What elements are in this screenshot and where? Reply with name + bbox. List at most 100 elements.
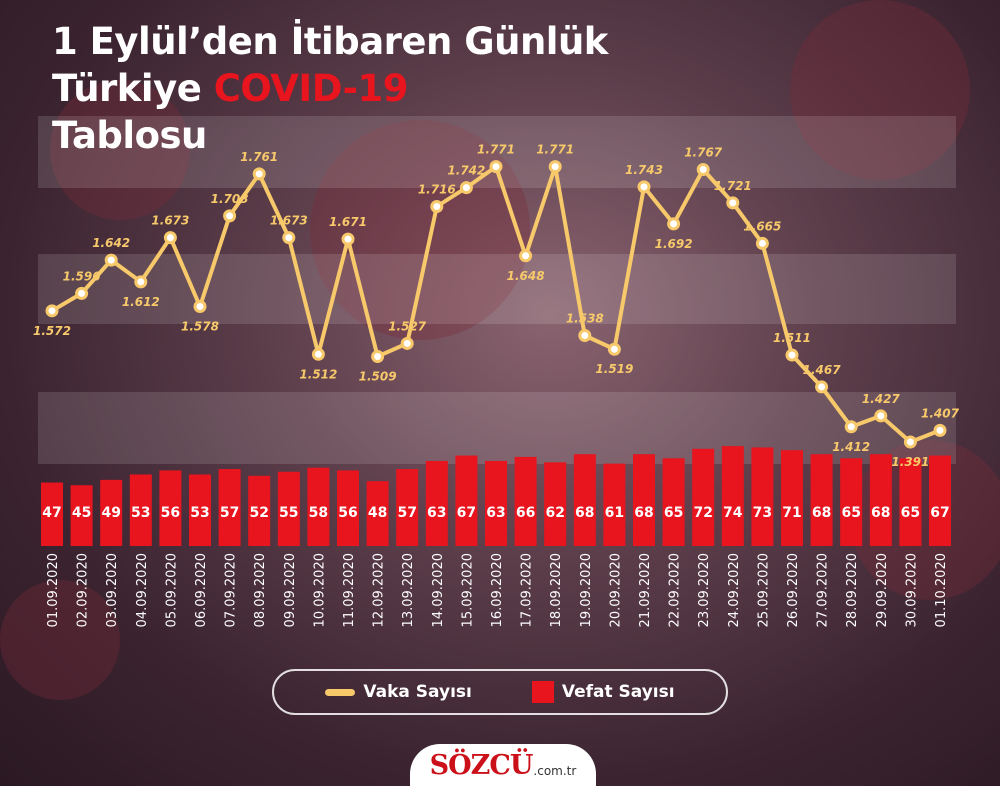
case-point-label: 1.721 xyxy=(714,179,752,193)
death-bar xyxy=(485,460,507,546)
title-line-3: Tablosu xyxy=(52,114,207,157)
virus-decor xyxy=(0,580,120,700)
case-point-label: 1.538 xyxy=(566,311,604,325)
death-bar-label: 68 xyxy=(812,505,831,521)
legend-bar-swatch xyxy=(531,681,554,703)
case-point xyxy=(607,342,621,356)
death-bar xyxy=(810,454,833,546)
x-tick-label: 28.09.2020 xyxy=(845,553,860,627)
case-point xyxy=(933,423,947,437)
death-bar-label: 52 xyxy=(249,505,268,521)
death-bar-label: 62 xyxy=(545,505,564,521)
death-bar xyxy=(366,481,389,546)
brand-domain: .com.tr xyxy=(533,764,577,778)
death-bar-label: 48 xyxy=(368,505,387,521)
death-bar xyxy=(307,467,330,546)
death-bar-label: 57 xyxy=(397,505,416,521)
case-point xyxy=(311,347,325,361)
x-tick-label: 30.09.2020 xyxy=(904,553,919,627)
x-tick-label: 01.10.2020 xyxy=(934,553,949,627)
death-bar-label: 56 xyxy=(338,505,357,521)
legend-line-swatch xyxy=(325,688,356,696)
brand-logo: SÖZCÜ .com.tr xyxy=(410,744,596,786)
case-point xyxy=(637,180,651,194)
death-bar-label: 58 xyxy=(309,505,328,521)
case-point xyxy=(223,209,237,223)
case-point-label: 1.692 xyxy=(655,237,693,251)
case-point xyxy=(104,253,118,267)
case-point-label: 1.578 xyxy=(181,319,219,333)
x-tick-label: 22.09.2020 xyxy=(668,553,683,627)
x-tick-label: 13.09.2020 xyxy=(401,553,416,627)
death-bar xyxy=(129,474,152,546)
death-bar-label: 73 xyxy=(753,505,772,521)
death-bar-label: 71 xyxy=(782,505,801,521)
case-point-label: 1.671 xyxy=(329,215,367,229)
death-bar xyxy=(781,450,803,546)
x-tick-label: 14.09.2020 xyxy=(431,553,446,627)
case-point xyxy=(696,163,710,177)
death-bar xyxy=(544,462,567,546)
case-point xyxy=(282,231,296,245)
death-bar xyxy=(396,469,419,546)
case-point-label: 1.673 xyxy=(151,214,189,228)
case-point xyxy=(844,420,858,434)
death-bar-label: 45 xyxy=(72,505,91,521)
case-point-label: 1.427 xyxy=(862,392,901,406)
death-bar xyxy=(277,471,300,546)
x-tick-label: 18.09.2020 xyxy=(549,553,564,627)
death-bar-label: 67 xyxy=(457,505,476,521)
death-bar xyxy=(662,458,685,546)
death-bar xyxy=(899,458,922,546)
death-bar xyxy=(929,455,951,546)
chart-area: 47 45 49 53 56 53 57 52 55 58 56 48 57 63 67 63 66 62 68 61… xyxy=(33,142,960,627)
x-tick-label: 21.09.2020 xyxy=(638,553,653,627)
death-bar-label: 57 xyxy=(220,505,239,521)
case-point-label: 1.572 xyxy=(33,324,71,338)
death-bar xyxy=(41,482,63,546)
death-bar-label: 72 xyxy=(693,505,712,521)
death-bar xyxy=(573,454,596,546)
case-point xyxy=(667,217,681,231)
x-tick-label: 10.09.2020 xyxy=(312,553,327,627)
case-point-label: 1.767 xyxy=(684,146,723,160)
case-point xyxy=(252,167,266,181)
title-highlight: COVID-19 xyxy=(213,67,409,110)
x-tick-label: 27.09.2020 xyxy=(816,553,831,627)
death-bar-label: 63 xyxy=(486,505,505,521)
case-point xyxy=(459,181,473,195)
death-bar xyxy=(692,448,715,546)
death-bar-label: 65 xyxy=(841,505,860,521)
death-bar xyxy=(721,446,744,546)
x-tick-label: 07.09.2020 xyxy=(224,553,239,627)
case-point xyxy=(489,160,503,174)
x-tick-label: 24.09.2020 xyxy=(727,553,742,627)
death-bar xyxy=(840,458,863,546)
case-point-label: 1.412 xyxy=(832,440,870,454)
case-point-label: 1.703 xyxy=(211,192,249,206)
legend: Vaka Sayısı Vefat Sayısı xyxy=(272,669,728,715)
case-point xyxy=(903,435,917,449)
death-bar xyxy=(514,456,537,546)
death-bar-label: 68 xyxy=(575,505,594,521)
death-bar-label: 49 xyxy=(101,505,120,521)
legend-label-cases: Vaka Sayısı xyxy=(363,682,472,702)
death-bar xyxy=(189,474,211,546)
death-bar xyxy=(337,470,359,546)
case-point-label: 1.743 xyxy=(625,163,663,177)
case-point-label: 1.512 xyxy=(299,367,337,381)
case-point-label: 1.761 xyxy=(240,150,278,164)
x-tick-label: 09.09.2020 xyxy=(283,553,298,627)
case-point-label: 1.511 xyxy=(773,331,811,345)
case-point xyxy=(578,328,592,342)
case-series-line xyxy=(50,164,942,444)
case-point-label: 1.716 xyxy=(418,182,456,196)
case-point-label: 1.612 xyxy=(122,295,160,309)
x-tick-label: 29.09.2020 xyxy=(875,553,890,627)
x-tick-label: 16.09.2020 xyxy=(490,553,505,627)
case-point-label: 1.648 xyxy=(507,269,545,283)
case-point xyxy=(785,348,799,362)
x-tick-label: 23.09.2020 xyxy=(697,553,712,627)
case-point-label: 1.642 xyxy=(92,236,130,250)
